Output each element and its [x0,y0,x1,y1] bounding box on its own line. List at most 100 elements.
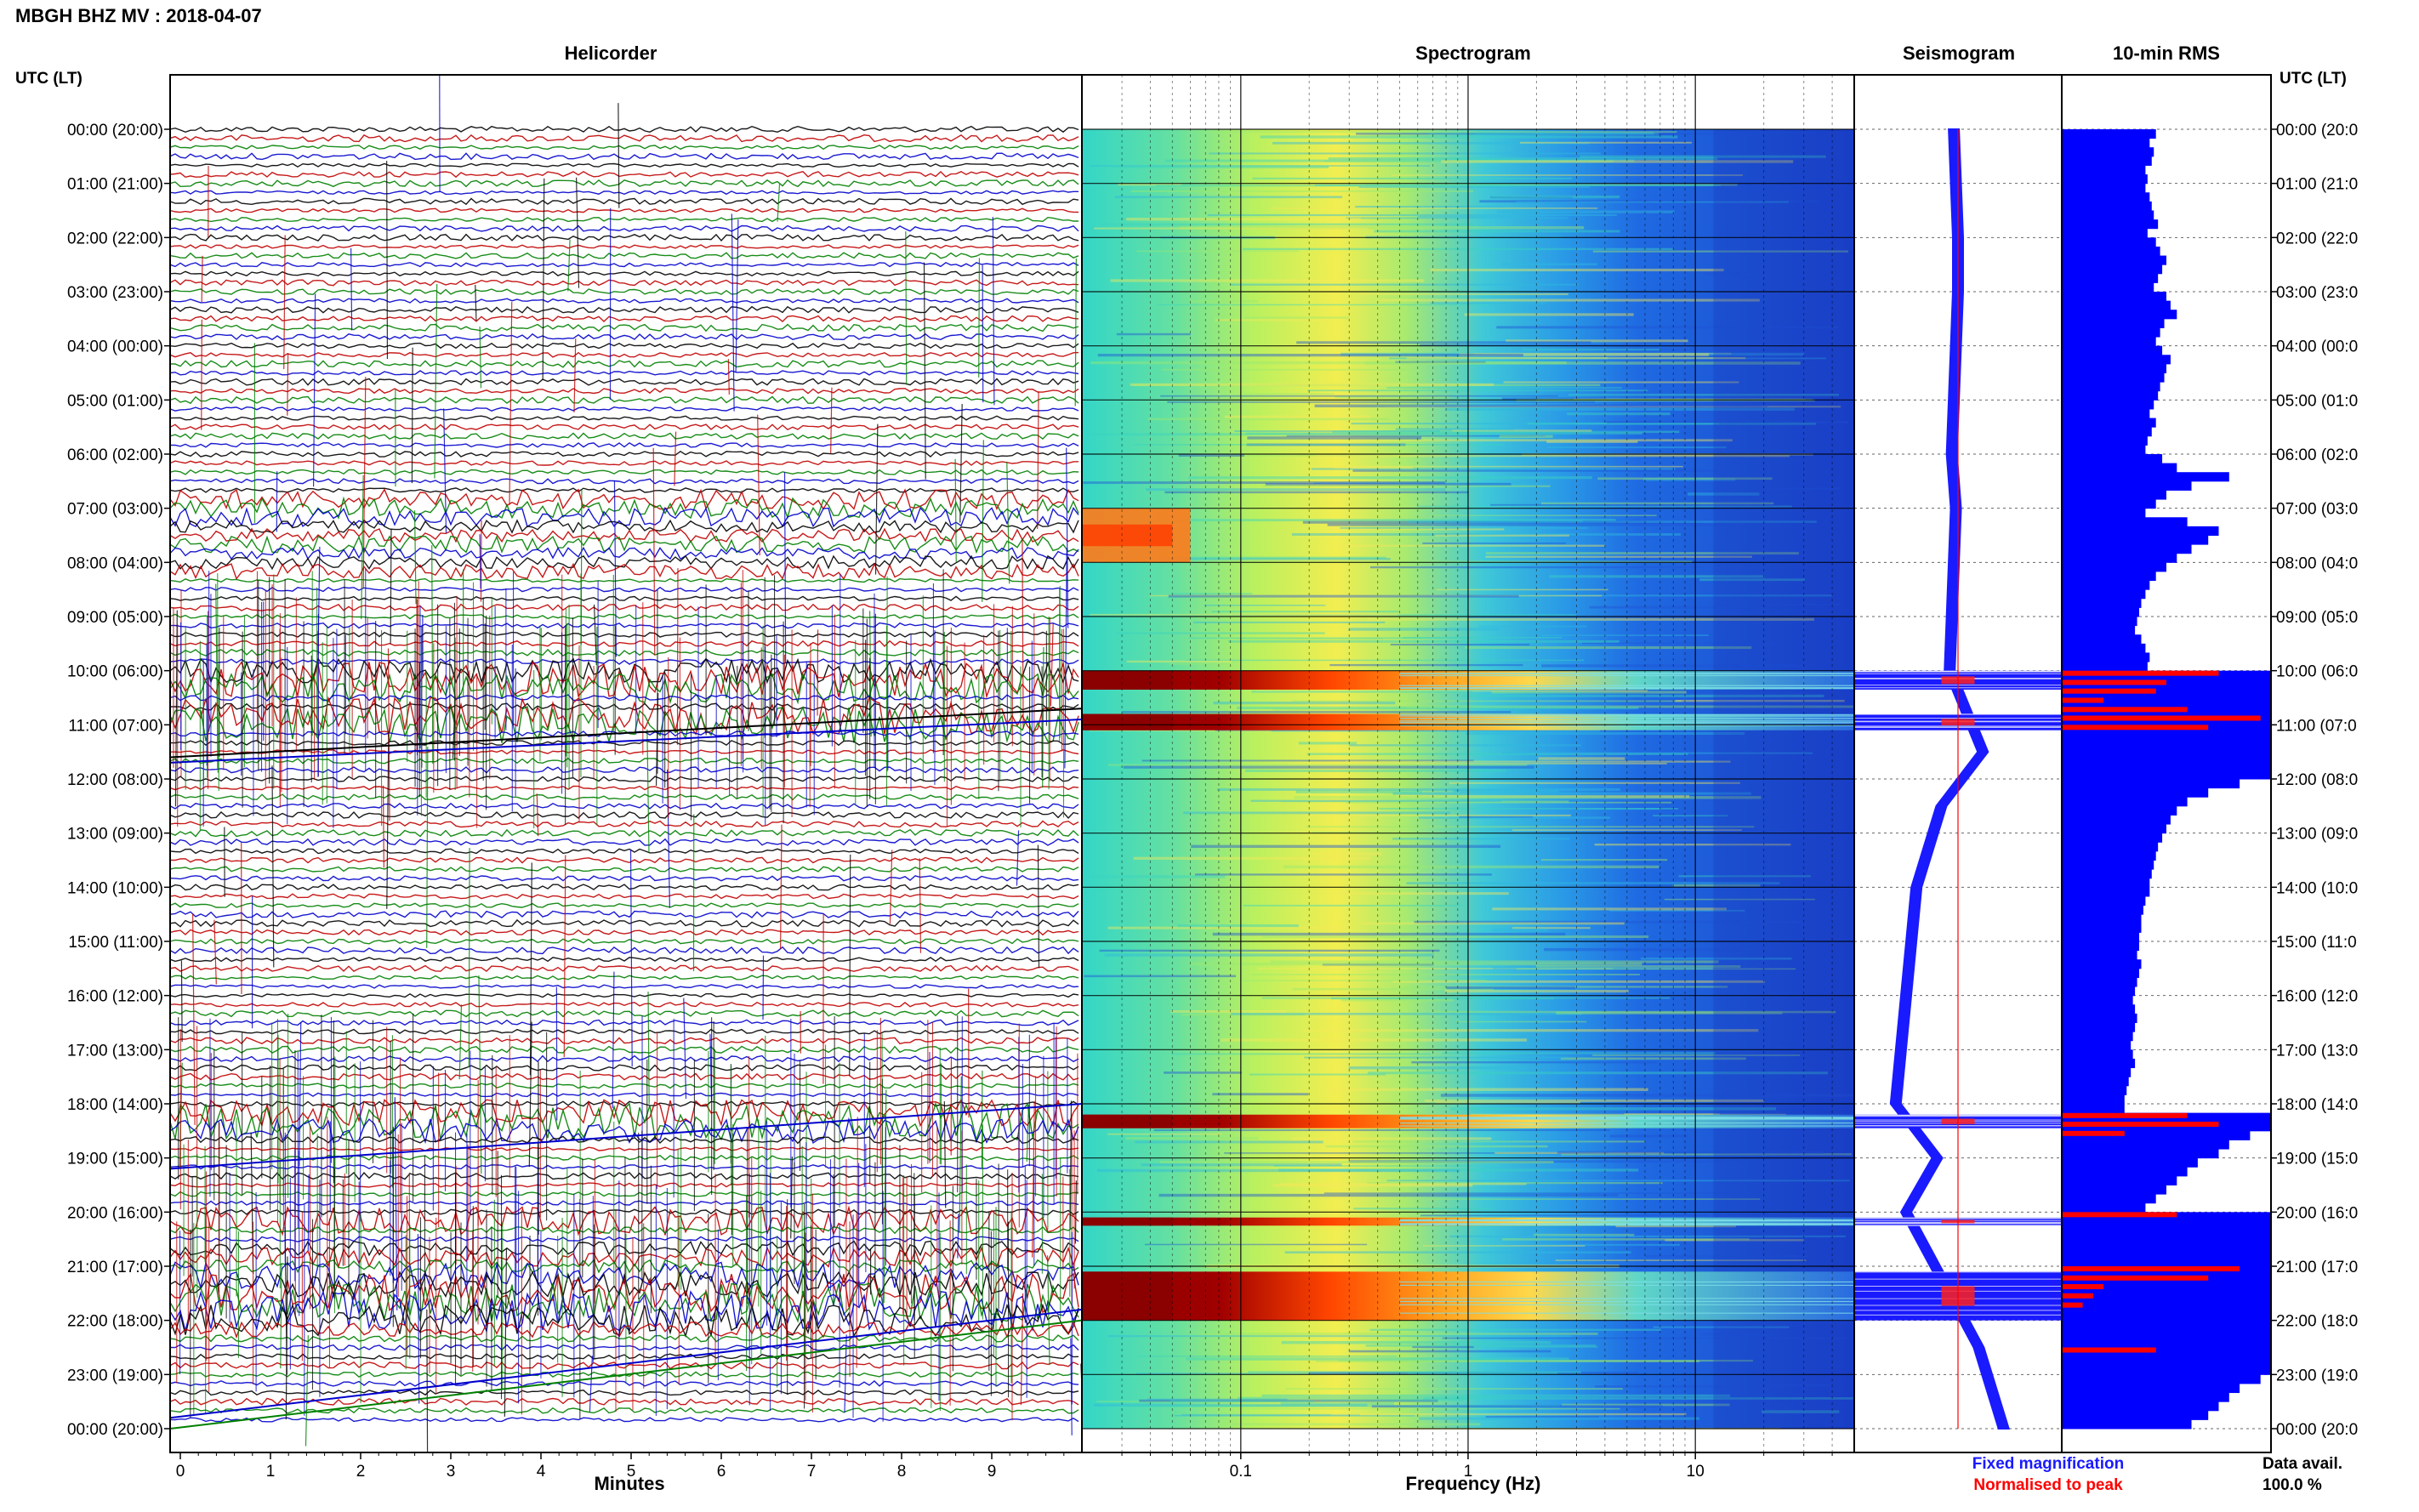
time-label-right: 00:00 (20:0 [2276,122,2358,139]
helicorder-trace [169,1407,1079,1414]
helicorder-spike [589,1356,593,1413]
helicorder-spike [280,1263,282,1369]
helicorder-trace [169,766,1079,774]
rms-fixed-bar [2062,1058,2136,1069]
spectrogram-texture [1589,605,1717,609]
helicorder-trace [169,1380,1079,1387]
spectrogram-texture [1435,534,1569,537]
spectrogram-texture [1414,920,1806,924]
helicorder-spike [676,568,679,745]
spectrogram-texture [1272,708,1437,711]
time-label-right: 14:00 (10:0 [2276,879,2358,897]
helicorder-trace [169,694,1079,702]
spectrogram-texture [1149,594,1602,597]
helicorder-trace [169,441,1079,448]
minutes-tick-label: 9 [988,1463,997,1481]
helicorder-spike [1006,462,1010,584]
helicorder-spike [919,858,922,953]
time-label-right: 17:00 (13:0 [2276,1042,2358,1060]
spectrogram-texture [1374,230,1620,233]
spectrogram-texture [1537,1243,1680,1247]
spectrogram-texture [1094,227,1369,230]
helicorder-trace [169,1236,1079,1242]
spectrogram-event-core [1082,1114,1173,1128]
helicorder-trace [169,802,1079,810]
rms-fixed-bar [2062,968,2140,978]
spectrogram-texture [1353,1208,1493,1210]
helicorder-spike [612,971,615,1109]
spectrogram-texture [1123,765,1534,769]
rms-fixed-bar [2062,327,2160,338]
spectrogram-texture [1116,333,1191,336]
spectrogram-texture [1190,299,1258,303]
spectrogram-texture [1090,433,1473,436]
helicorder-spike [957,1214,959,1259]
helicorder-spike [361,475,364,619]
time-label-left: 10:00 (06:00) [67,663,163,681]
spectrogram-texture [1114,196,1343,199]
time-label-left: 11:00 (07:00) [68,717,163,735]
spectrogram-texture [1270,960,1719,963]
helicorder-trace [169,406,1079,412]
spectrogram-texture [1499,435,1553,438]
rms-fixed-bar [2062,1004,2136,1015]
helicorder-spike [386,161,389,359]
spectrogram-texture [1118,182,1182,186]
data-avail-label: Data avail. [2262,1455,2342,1473]
helicorder-trace [169,918,1079,928]
spectrogram-texture [1304,1029,1759,1032]
helicorder-trace [169,415,1079,421]
rms-fixed-bar [2062,129,2156,139]
helicorder-trace [169,603,1079,612]
spectrogram-texture [1238,1407,1620,1410]
spectrogram-event-core [1082,1217,1173,1226]
time-label-right: 10:00 (06:0 [2276,663,2358,681]
spectrogram-texture [1327,523,1727,526]
helicorder-spike [1016,830,1020,886]
spectrogram-texture [1449,1235,1846,1238]
spectrogram-texture [1473,352,1732,355]
helicorder-spike [959,1076,962,1234]
spectrogram-texture [1348,1350,1551,1353]
spectrogram-texture [1641,958,1792,960]
helicorder-spike [1026,1104,1030,1162]
spectrogram-texture [1314,184,1722,187]
spectrogram-texture [1594,844,1791,846]
spectrogram-texture [1135,1140,1323,1144]
spectrogram-texture [1262,485,1551,487]
spectrogram-texture [1516,968,1796,970]
rms-fixed-bar [2062,310,2177,320]
spectrogram-texture [1520,141,1692,144]
spectrogram-texture [1392,174,1744,176]
spectrogram-texture [1424,1099,1764,1102]
helicorder-background [170,75,1082,1452]
spectrogram-texture [1411,1060,1658,1064]
rms-fixed-bar [2062,246,2160,257]
spectrogram-texture [1352,469,1717,472]
helicorder-spike [674,431,677,486]
rms-fixed-bar [2062,1338,2271,1348]
spectrogram-texture [1215,319,1333,321]
spectrogram-texture [1280,1402,1395,1406]
helicorder-spike [1037,844,1040,969]
spectrogram-texture [1453,789,1559,793]
spectrogram-texture [1366,617,1814,621]
rms-fixed-bar [2062,1085,2127,1095]
spectrogram-texture [1491,195,1620,199]
time-label-left: 17:00 (13:00) [67,1042,163,1060]
helicorder-spike [479,534,481,589]
spectrogram-texture [1179,226,1585,230]
time-label-right: 19:00 (15:0 [2276,1151,2358,1168]
rms-normalised-bar [2062,1112,2188,1118]
spectrogram-texture [1423,1245,1585,1247]
spectrogram-texture [1367,1182,1663,1185]
helicorder-spike [411,347,413,484]
rms-fixed-bar [2062,526,2219,536]
helicorder-trace [169,648,1079,657]
spectrogram-texture [1340,998,1454,1002]
helicorder-trace [169,828,1079,838]
spectrogram-texture [1395,361,1486,364]
spectrogram-texture [1271,730,1600,732]
rms-fixed-bar [2062,1311,2271,1322]
time-label-left: 05:00 (01:00) [67,392,163,410]
